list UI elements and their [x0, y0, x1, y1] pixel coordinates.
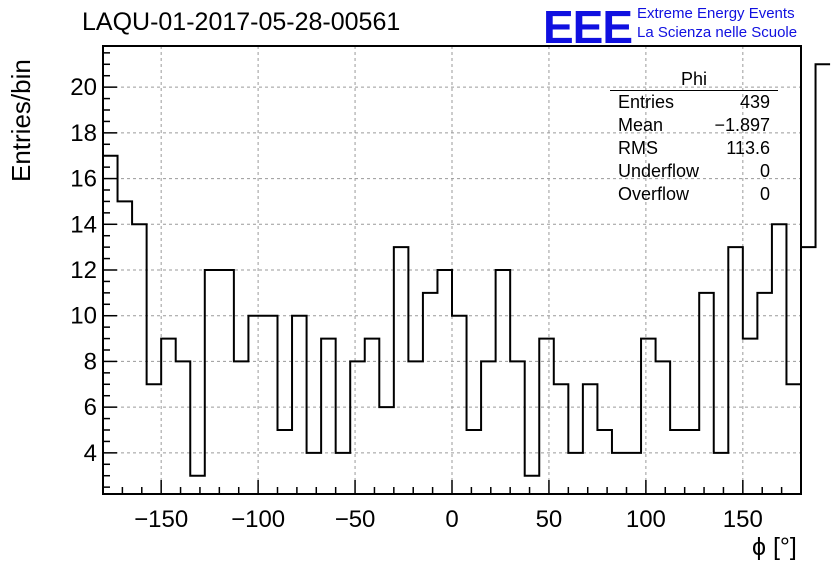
x-axis-label: ϕ [°]	[752, 533, 797, 561]
y-tick-label: 4	[84, 440, 97, 467]
stats-value: −1.897	[714, 115, 770, 135]
stats-box: Phi Entries 439 Mean −1.897 RMS 113.6 Un…	[610, 68, 778, 206]
histogram-bin	[627, 453, 642, 494]
y-tick-label: 6	[84, 394, 97, 421]
x-tick-label: −150	[134, 506, 188, 533]
histogram-bin	[786, 384, 801, 494]
histogram-bin	[307, 453, 322, 494]
histogram-bin	[132, 224, 147, 494]
histogram-bin	[350, 361, 365, 494]
histogram-bin	[219, 270, 234, 494]
histogram-bin	[394, 247, 409, 494]
y-tick-label: 14	[70, 211, 97, 238]
logo-line-1: Extreme Energy Events	[637, 5, 795, 22]
y-axis-label: Entries/bin	[6, 59, 36, 182]
histogram-bin	[467, 430, 482, 494]
histogram-bin	[336, 453, 351, 494]
histogram-bin	[278, 430, 293, 494]
histogram-bin	[801, 247, 816, 494]
stats-value: 0	[759, 161, 770, 181]
axis-ticks	[103, 52, 783, 494]
y-tick-label: 12	[70, 257, 97, 284]
histogram-bin	[147, 384, 162, 494]
histogram-bin	[554, 384, 569, 494]
histogram-bin	[118, 201, 133, 494]
y-tick-label: 16	[70, 166, 97, 193]
histogram-bin	[190, 476, 205, 494]
stats-label: Entries	[618, 92, 675, 112]
histogram-bin	[408, 361, 423, 494]
histogram-outline	[103, 63, 831, 477]
x-tick-label: −100	[231, 506, 285, 533]
y-tick-label: 18	[70, 120, 97, 147]
stats-row-entries: Entries 439	[610, 91, 778, 114]
histogram-bin	[437, 270, 452, 494]
histogram-bin	[234, 361, 249, 494]
histogram-bin	[510, 361, 525, 494]
stats-label: Overflow	[618, 184, 690, 204]
histogram-bin	[496, 270, 511, 494]
stats-value: 439	[739, 92, 770, 112]
histogram-bin	[699, 293, 714, 494]
histogram-bin	[525, 476, 540, 494]
histogram-bin	[670, 430, 685, 494]
histogram-bars	[103, 63, 831, 494]
stats-row-underflow: Underflow 0	[610, 160, 778, 183]
eee-logo: EEE	[543, 1, 633, 53]
y-tick-label: 20	[70, 74, 97, 101]
histogram-bin	[612, 453, 627, 494]
histogram-bin	[379, 407, 394, 494]
stats-row-rms: RMS 113.6	[610, 137, 778, 160]
histogram-bin	[772, 224, 787, 494]
tick-labels: −150 −100 −50 0 50 100 150 4 6 8 10 12 14 16 18 20	[70, 74, 763, 533]
stats-row-overflow: Overflow 0	[610, 183, 778, 206]
histogram-bin	[205, 270, 220, 494]
x-tick-label: −50	[335, 506, 376, 533]
histogram-bin	[103, 156, 118, 494]
histogram-bin	[248, 316, 263, 494]
histogram-bin	[423, 293, 438, 494]
histogram-bin	[656, 361, 671, 494]
histogram-bin	[685, 430, 700, 494]
stats-title: Phi	[610, 68, 778, 91]
histogram-bin	[292, 316, 307, 494]
histogram-bin	[176, 361, 191, 494]
histogram-bin	[816, 64, 831, 494]
logo-caption: Extreme Energy Events La Scienza nelle S…	[637, 4, 797, 42]
y-tick-label: 8	[84, 348, 97, 375]
histogram-bin	[728, 247, 743, 494]
stats-value: 113.6	[726, 138, 770, 158]
histogram-bin	[714, 453, 729, 494]
stats-row-mean: Mean −1.897	[610, 114, 778, 137]
histogram-bin	[263, 316, 278, 494]
histogram-bin	[757, 293, 772, 494]
chart-title: LAQU-01-2017-05-28-00561	[82, 8, 401, 36]
stats-label: Underflow	[618, 161, 700, 181]
x-tick-label: 50	[536, 506, 563, 533]
stats-label: Mean	[618, 115, 664, 135]
x-tick-label: 100	[626, 506, 666, 533]
histogram-bin	[597, 430, 612, 494]
histogram-bin	[481, 361, 496, 494]
stats-label: RMS	[618, 138, 658, 158]
histogram-bin	[365, 339, 380, 494]
y-tick-label: 10	[70, 303, 97, 330]
histogram-bin	[452, 316, 467, 494]
x-tick-label: 0	[445, 506, 458, 533]
logo-line-2: La Scienza nelle Scuole	[637, 24, 798, 41]
stats-value: 0	[759, 184, 770, 204]
x-tick-label: 150	[723, 506, 763, 533]
histogram-bin	[568, 453, 583, 494]
histogram-bin	[583, 384, 598, 494]
